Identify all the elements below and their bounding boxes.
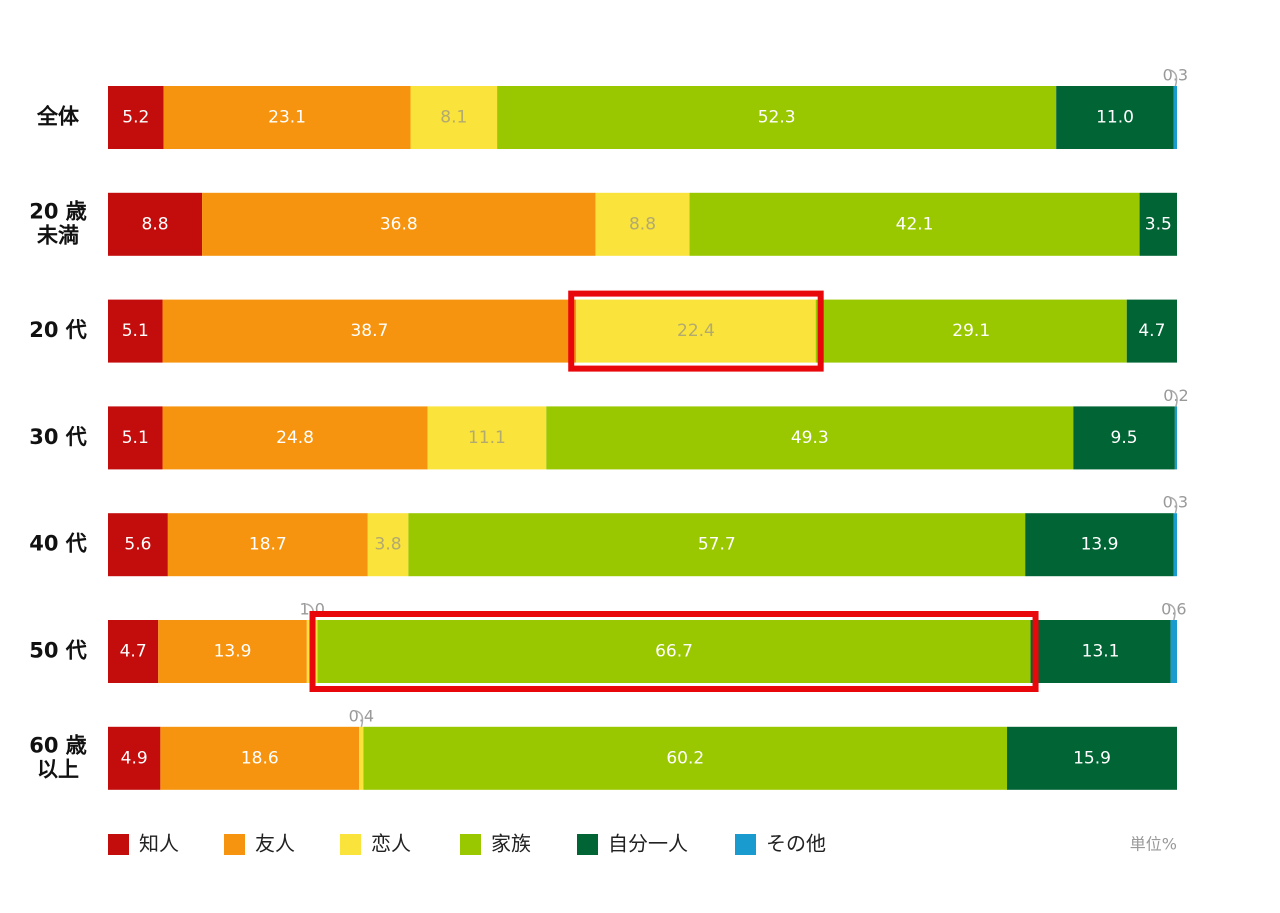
value-label: 18.6	[241, 748, 279, 768]
category-label: 60 歳以上	[29, 733, 87, 781]
value-label: 52.3	[758, 108, 796, 128]
bar-segment	[1173, 513, 1177, 577]
value-label: 11.0	[1096, 108, 1134, 128]
bar-segment	[108, 620, 159, 683]
unit-label: 単位%	[1130, 835, 1177, 854]
value-label: 8.8	[629, 214, 656, 234]
bar-segment	[1025, 513, 1174, 577]
bar-segment	[595, 192, 690, 256]
bar-segment	[158, 620, 307, 683]
label-leader	[355, 710, 364, 728]
label-leader	[1169, 69, 1178, 87]
legend-label: 自分一人	[608, 832, 688, 856]
bar-segment	[689, 192, 1140, 256]
value-label: 29.1	[952, 321, 990, 341]
legend-swatch	[735, 834, 756, 855]
value-label: 22.4	[677, 321, 715, 341]
bar-segment	[546, 406, 1074, 470]
bar-segment	[1170, 620, 1177, 683]
label-leader	[1167, 603, 1176, 621]
bar-segment	[367, 513, 409, 577]
category-label: 40 代	[29, 532, 87, 556]
bar-segment	[1173, 86, 1177, 149]
value-label: 8.8	[142, 214, 169, 234]
bar-segment	[427, 406, 547, 470]
value-label: 13.9	[214, 642, 252, 662]
value-label: 5.1	[122, 321, 149, 341]
legend-swatch	[224, 834, 245, 855]
value-label: 42.1	[896, 214, 934, 234]
value-label: 13.9	[1081, 535, 1119, 555]
value-label: 4.9	[121, 748, 148, 768]
bar-segment	[108, 299, 163, 363]
bar-segment	[167, 513, 368, 577]
legend-swatch	[460, 834, 481, 855]
bar-segment	[1007, 726, 1177, 790]
legend-label: 知人	[139, 832, 179, 856]
value-label: 5.1	[122, 428, 149, 448]
bar-segment	[162, 406, 428, 470]
value-label: 4.7	[120, 642, 147, 662]
bar-segment	[497, 86, 1057, 149]
value-label: 23.1	[268, 108, 306, 128]
label-leader	[1169, 389, 1178, 407]
value-label: 18.7	[249, 535, 287, 555]
value-label: 13.1	[1082, 642, 1120, 662]
bar-segment	[410, 86, 498, 149]
value-label: 36.8	[380, 214, 418, 234]
highlight-box	[309, 611, 1039, 692]
value-label: 3.8	[375, 535, 402, 555]
bar-segment	[108, 192, 203, 256]
category-label: 50 代	[29, 639, 87, 663]
value-label: 49.3	[791, 428, 829, 448]
value-label: 5.2	[122, 108, 149, 128]
bar-segment	[108, 726, 161, 790]
value-label: 4.7	[1138, 321, 1165, 341]
value-label: 5.6	[124, 535, 151, 555]
legend-swatch	[577, 834, 598, 855]
value-label: 9.5	[1111, 428, 1138, 448]
legend-label: その他	[766, 832, 826, 856]
bar-segment	[317, 620, 1031, 683]
bar-segment	[363, 726, 1008, 790]
value-label: 3.5	[1145, 214, 1172, 234]
value-label: 11.1	[468, 428, 506, 448]
value-label: 57.7	[698, 535, 736, 555]
value-label: 60.2	[666, 748, 704, 768]
category-label: 30 代	[29, 425, 87, 449]
bar-segment	[108, 513, 168, 577]
highlight-box	[568, 290, 824, 372]
bar-segment	[1056, 86, 1174, 149]
bar-segment	[108, 406, 163, 470]
category-label: 20 代	[29, 318, 87, 342]
bar-segment	[1126, 299, 1177, 363]
bar-segment	[202, 192, 596, 256]
bar-segment	[576, 299, 816, 363]
legend-swatch	[108, 834, 129, 855]
legend-label: 友人	[255, 832, 295, 856]
bar-segment	[162, 299, 577, 363]
bar-segment	[815, 299, 1127, 363]
category-label: 20 歳未満	[29, 199, 87, 247]
bar-segment	[408, 513, 1026, 577]
value-label: 24.8	[276, 428, 314, 448]
bar-segment	[1174, 406, 1177, 470]
value-label: 15.9	[1073, 748, 1111, 768]
category-label: 全体	[36, 105, 80, 129]
bar-segment	[108, 86, 164, 149]
legend-label: 恋人	[371, 832, 411, 856]
bar-segment	[1030, 620, 1171, 683]
bar-segment	[163, 86, 411, 149]
legend-swatch	[340, 834, 361, 855]
value-label: 8.1	[440, 108, 467, 128]
bar-segment	[1073, 406, 1175, 470]
bar-segment	[359, 726, 364, 790]
bar-segment	[1139, 192, 1177, 256]
bar-segment	[160, 726, 360, 790]
value-label: 66.7	[655, 642, 693, 662]
label-leader	[1169, 496, 1178, 514]
value-label: 38.7	[350, 321, 388, 341]
legend-label: 家族	[491, 832, 531, 856]
